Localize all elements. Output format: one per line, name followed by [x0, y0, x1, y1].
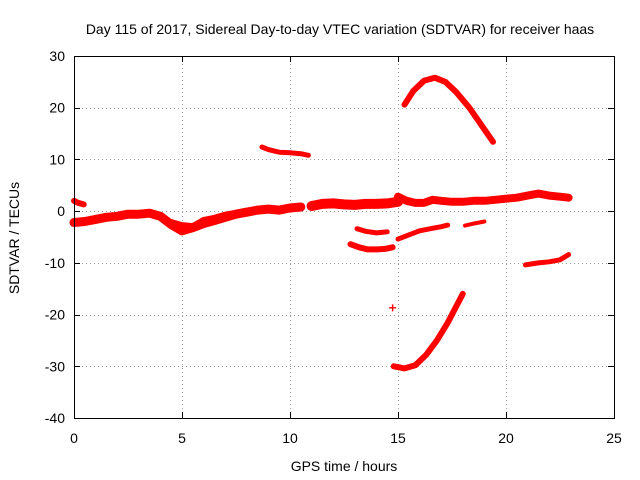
data-series [69, 74, 573, 372]
y-tick-label: 20 [49, 100, 65, 116]
chart-title: Day 115 of 2017, Sidereal Day-to-day VTE… [86, 21, 594, 37]
series-dip-21-23 [522, 252, 572, 268]
series-segment-8-10 [259, 144, 311, 158]
data-point-marker [389, 304, 397, 312]
y-axis-label: SDTVAR / TECUs [6, 182, 22, 294]
series-arc-high [401, 74, 496, 145]
series-baseline-offset [168, 206, 271, 229]
series-dip-13-14 [347, 241, 396, 253]
series-rise-low [390, 290, 466, 372]
x-axis-label: GPS time / hours [291, 458, 398, 474]
plot-frame [74, 56, 615, 419]
series-dip-small [354, 226, 390, 236]
series-dip-18 [463, 219, 487, 228]
series-rise-15-16 [395, 222, 451, 242]
x-tick-label: 0 [70, 430, 78, 446]
y-tick-label: -30 [45, 358, 65, 374]
x-tick-label: 25 [606, 430, 622, 446]
y-tick-label: -20 [45, 307, 65, 323]
y-tick-label: 10 [49, 151, 65, 167]
y-tick-label: 0 [57, 203, 65, 219]
grid [74, 56, 614, 418]
axis-ticks: 0 5 10 15 20 25 -40 -30 -20 -10 0 10 20 30 [45, 48, 622, 446]
x-tick-label: 15 [390, 430, 406, 446]
x-tick-label: 5 [178, 430, 186, 446]
series-baseline-15-23 [394, 189, 573, 207]
series-baseline-11-15 [306, 196, 403, 211]
series-early-high [71, 197, 87, 208]
y-tick-label: 30 [49, 48, 65, 64]
x-tick-label: 10 [282, 430, 298, 446]
y-tick-label: -40 [45, 410, 65, 426]
y-tick-label: -10 [45, 255, 65, 271]
x-tick-label: 20 [498, 430, 514, 446]
